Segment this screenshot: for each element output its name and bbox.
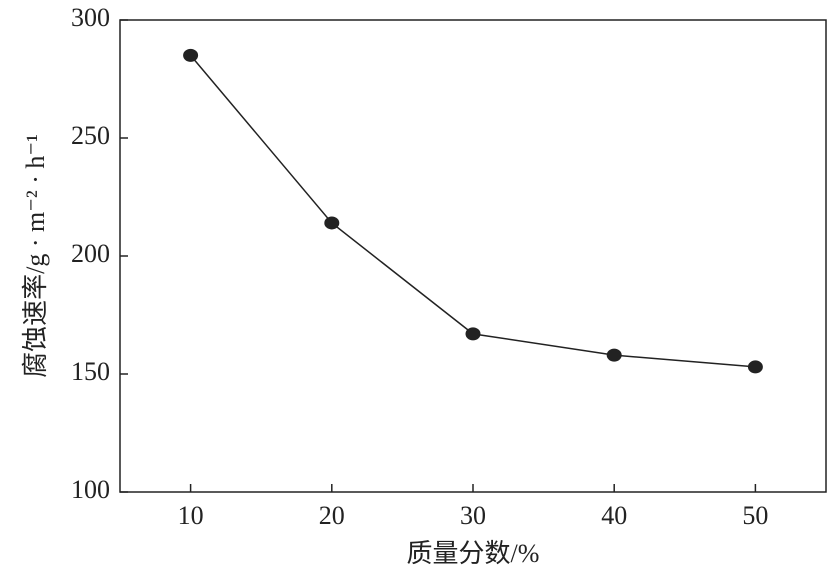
data-point [747,360,763,374]
y-axis-label: 腐蚀速率/g · m⁻² · h⁻¹ [21,134,50,378]
data-point [465,327,481,341]
x-tick-label: 30 [460,501,486,530]
x-tick-label: 10 [178,501,204,530]
data-point [183,48,199,62]
y-tick-label: 100 [71,475,110,504]
y-tick-label: 300 [71,3,110,32]
plot-frame [119,19,827,493]
x-tick-label: 20 [319,501,345,530]
x-tick-label: 40 [601,501,627,530]
y-tick-label: 150 [71,357,110,386]
x-axis-label: 质量分数/% [407,539,540,568]
data-point [324,216,340,230]
x-tick-label: 50 [742,501,768,530]
data-line [190,54,756,368]
y-tick-label: 200 [71,239,110,268]
data-point [606,348,622,362]
y-tick-label: 250 [71,121,110,150]
